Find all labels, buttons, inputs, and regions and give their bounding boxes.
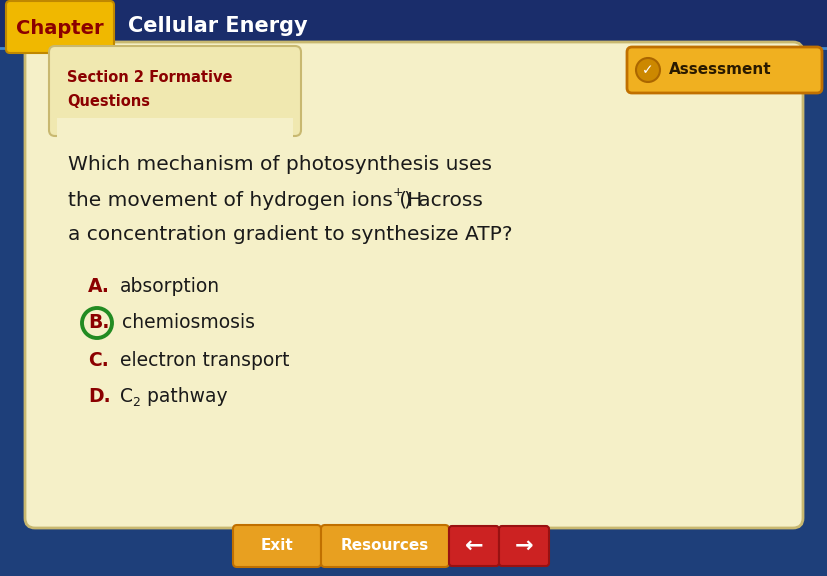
FancyBboxPatch shape	[321, 525, 448, 567]
Text: +: +	[393, 187, 403, 199]
FancyBboxPatch shape	[499, 526, 548, 566]
Text: ) across: ) across	[404, 191, 482, 210]
FancyBboxPatch shape	[0, 0, 827, 48]
Text: ✓: ✓	[642, 63, 653, 77]
FancyBboxPatch shape	[57, 118, 293, 138]
FancyBboxPatch shape	[448, 526, 499, 566]
Text: Assessment: Assessment	[668, 63, 771, 78]
Text: the movement of hydrogen ions (H: the movement of hydrogen ions (H	[68, 191, 422, 210]
Circle shape	[635, 58, 659, 82]
Text: →: →	[514, 536, 533, 556]
FancyBboxPatch shape	[25, 42, 802, 528]
FancyBboxPatch shape	[6, 1, 114, 53]
Text: pathway: pathway	[141, 388, 227, 407]
Text: 2: 2	[131, 396, 140, 410]
Text: Chapter: Chapter	[17, 20, 103, 39]
Text: Exit: Exit	[261, 539, 293, 554]
Text: Section 2 Formative: Section 2 Formative	[67, 70, 232, 85]
Text: C.: C.	[88, 351, 108, 369]
FancyBboxPatch shape	[49, 46, 301, 136]
Text: Which mechanism of photosynthesis uses: Which mechanism of photosynthesis uses	[68, 156, 491, 175]
Text: absorption: absorption	[120, 276, 220, 295]
Text: Cellular Energy: Cellular Energy	[128, 16, 308, 36]
FancyBboxPatch shape	[626, 47, 821, 93]
Text: ←: ←	[464, 536, 483, 556]
Text: Resources: Resources	[341, 539, 428, 554]
Text: chemiosmosis: chemiosmosis	[122, 313, 255, 332]
Text: electron transport: electron transport	[120, 351, 289, 369]
Text: D.: D.	[88, 388, 111, 407]
Text: Questions: Questions	[67, 94, 150, 109]
Text: a concentration gradient to synthesize ATP?: a concentration gradient to synthesize A…	[68, 225, 512, 244]
Text: C: C	[120, 388, 133, 407]
Text: B.: B.	[88, 313, 109, 332]
Text: A.: A.	[88, 276, 110, 295]
FancyBboxPatch shape	[232, 525, 321, 567]
